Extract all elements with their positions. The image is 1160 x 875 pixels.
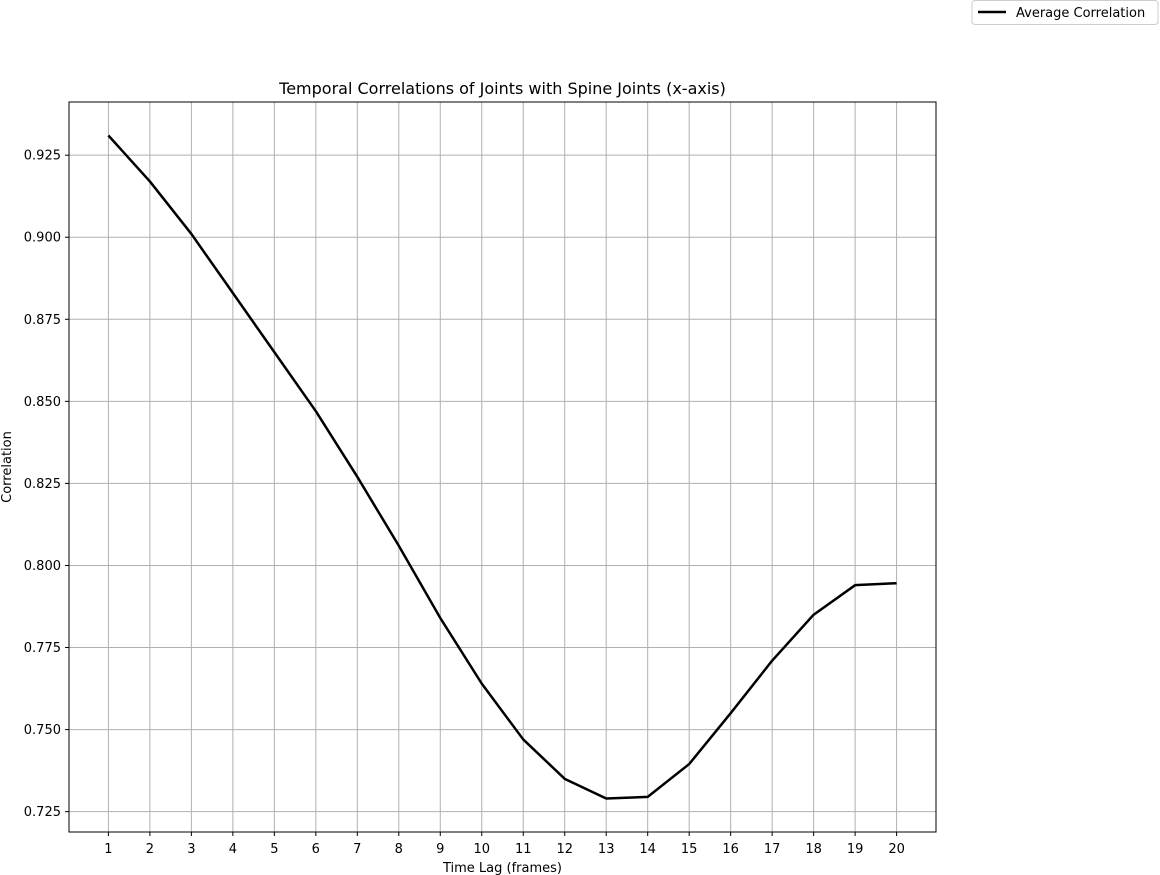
x-tick-label: 9 — [436, 842, 444, 857]
x-tick-label: 8 — [395, 842, 403, 857]
y-tick-label: 0.925 — [24, 149, 61, 164]
x-tick-label: 13 — [598, 842, 615, 857]
series-line-average-correlation — [107, 134, 897, 800]
x-tick-label: 1 — [104, 842, 112, 857]
x-tick-label: 16 — [722, 842, 739, 857]
x-tick-label: 17 — [764, 842, 781, 857]
y-tick-label: 0.850 — [24, 395, 61, 410]
x-tick-label: 11 — [515, 842, 532, 857]
x-tick-label: 4 — [229, 842, 237, 857]
x-tick-label: 3 — [187, 842, 195, 857]
y-tick-label: 0.825 — [24, 477, 61, 492]
x-tick-label: 15 — [681, 842, 698, 857]
x-tick-label: 19 — [847, 842, 864, 857]
x-tick-label: 7 — [353, 842, 361, 857]
y-tick-label: 0.775 — [24, 641, 61, 656]
y-tick-label: 0.875 — [24, 313, 61, 328]
x-tick-label: 18 — [805, 842, 822, 857]
grid — [69, 102, 936, 832]
x-tick-label: 20 — [888, 842, 905, 857]
y-tick-label: 0.750 — [24, 723, 61, 738]
y-tick-label: 0.900 — [24, 231, 61, 246]
legend-box — [971, 0, 1159, 25]
y-axis-label: Correlation — [0, 431, 15, 503]
y-tick-label: 0.800 — [24, 559, 61, 574]
x-tick-label: 12 — [556, 842, 573, 857]
plot-area-frame — [68, 101, 937, 833]
axis-ticks: 1 2 3 4 5 6 7 8 9 10 11 12 13 14 15 16 17 18 19 200.7250.75… — [24, 149, 905, 857]
legend-label-average-correlation: Average Correlation — [1016, 6, 1145, 21]
y-tick-label: 0.725 — [24, 805, 61, 820]
x-tick-label: 14 — [639, 842, 656, 857]
x-tick-label: 10 — [473, 842, 490, 857]
legend: Average Correlation — [971, 0, 1159, 25]
x-tick-label: 6 — [312, 842, 320, 857]
chart-title: Temporal Correlations of Joints with Spi… — [278, 79, 726, 98]
x-tick-label: 5 — [270, 842, 278, 857]
x-axis-label: Time Lag (frames) — [442, 861, 562, 875]
series-layer — [107, 134, 897, 800]
x-tick-label: 2 — [146, 842, 154, 857]
